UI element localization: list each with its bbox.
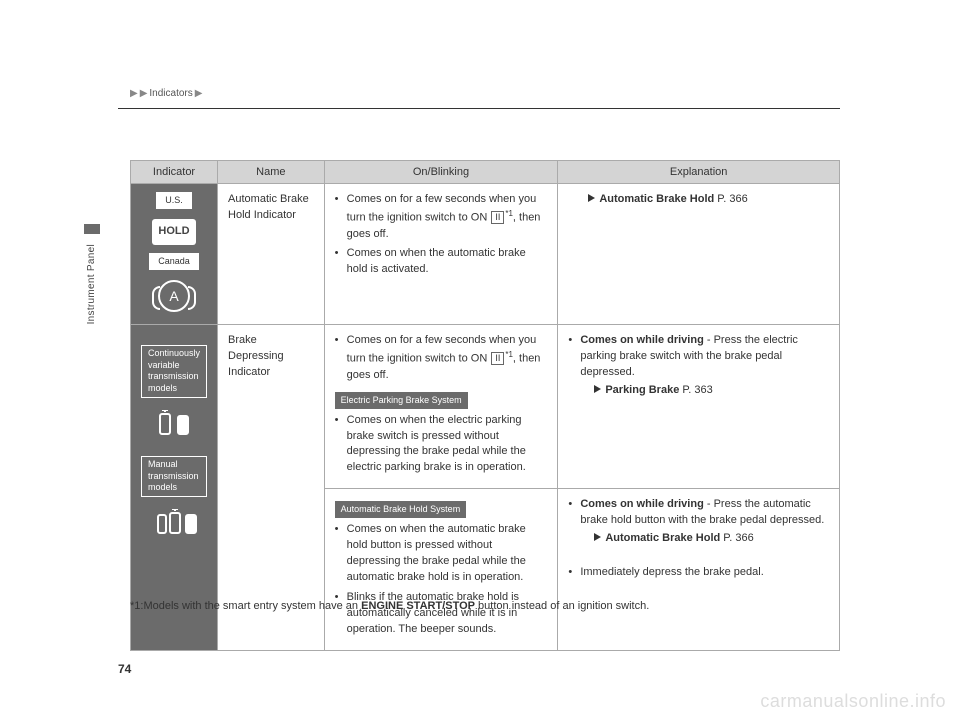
bullet: Comes on when the automatic brake hold b… [335, 522, 548, 586]
bullet: Blinks if the automatic brake hold is au… [335, 590, 548, 638]
brake-hold-circle-icon: A [158, 280, 190, 312]
ref-link: Parking Brake [605, 384, 679, 396]
page: ▶ ▶ Indicators ▶ Instrument Panel Indica… [0, 0, 960, 722]
indicator-cell: U.S. HOLD Canada A [131, 184, 218, 325]
table-row: U.S. HOLD Canada A Automatic Brake Hold … [131, 184, 840, 325]
canada-badge: Canada [149, 253, 199, 270]
us-badge: U.S. [156, 192, 192, 209]
breadcrumb-arrow-icon: ▶ [195, 88, 203, 99]
footnote: *1:Models with the smart entry system ha… [130, 600, 649, 612]
bullet: Comes on for a few seconds when you turn… [335, 333, 548, 383]
explanation-cell: Automatic Brake Hold P. 366 [558, 184, 840, 325]
electric-parking-badge: Electric Parking Brake System [335, 392, 468, 409]
ref-arrow-icon [588, 194, 595, 202]
ref-link: Automatic Brake Hold [605, 532, 720, 544]
side-label: Instrument Panel [86, 244, 97, 324]
page-number: 74 [118, 662, 131, 676]
bullet: Comes on when the automatic brake hold i… [335, 246, 548, 278]
name-cell: Automatic Brake Hold Indicator [218, 184, 325, 325]
ignition-key-icon: II [491, 211, 504, 224]
on-cell: Comes on for a few seconds when you turn… [324, 184, 558, 325]
bullet: Comes on while driving - Press the elect… [568, 333, 829, 399]
ref-arrow-icon [594, 385, 601, 393]
auto-brake-hold-badge: Automatic Brake Hold System [335, 501, 467, 518]
breadcrumb-label: Indicators [149, 88, 192, 99]
breadcrumb-arrow-icon: ▶ [140, 88, 148, 99]
breadcrumb: ▶ ▶ Indicators ▶ [130, 88, 202, 99]
on-cell: Automatic Brake Hold System Comes on whe… [324, 489, 558, 651]
header-rule [118, 108, 840, 109]
ref-link: Automatic Brake Hold [599, 193, 714, 205]
ref-arrow-icon [594, 533, 601, 541]
on-cell: Comes on for a few seconds when you turn… [324, 325, 558, 489]
cvt-badge: Continuously variable transmission model… [141, 345, 207, 398]
circle-letter: A [169, 286, 178, 306]
th-indicator: Indicator [131, 161, 218, 184]
manual-badge: Manual transmission models [141, 456, 207, 497]
explanation-cell: Comes on while driving - Press the elect… [558, 325, 840, 489]
bullet: Immediately depress the brake pedal. [568, 565, 829, 581]
th-name: Name [218, 161, 325, 184]
bullet: Comes on for a few seconds when you turn… [335, 192, 548, 242]
ignition-key-icon: II [491, 352, 504, 365]
watermark: carmanualsonline.info [760, 691, 946, 712]
bullet: Comes on when the electric parking brake… [335, 413, 548, 477]
hold-icon: HOLD [152, 219, 196, 245]
explanation-cell: Comes on while driving - Press the autom… [558, 489, 840, 651]
pedal-manual-icon [154, 509, 194, 539]
table-row: Continuously variable transmission model… [131, 325, 840, 489]
side-tab [84, 224, 100, 234]
th-explanation: Explanation [558, 161, 840, 184]
indicators-table: Indicator Name On/Blinking Explanation U… [130, 160, 840, 651]
breadcrumb-arrow-icon: ▶ [130, 88, 138, 99]
table-header-row: Indicator Name On/Blinking Explanation [131, 161, 840, 184]
th-on: On/Blinking [324, 161, 558, 184]
pedal-cvt-icon [154, 410, 194, 440]
bullet: Comes on while driving - Press the autom… [568, 497, 829, 547]
